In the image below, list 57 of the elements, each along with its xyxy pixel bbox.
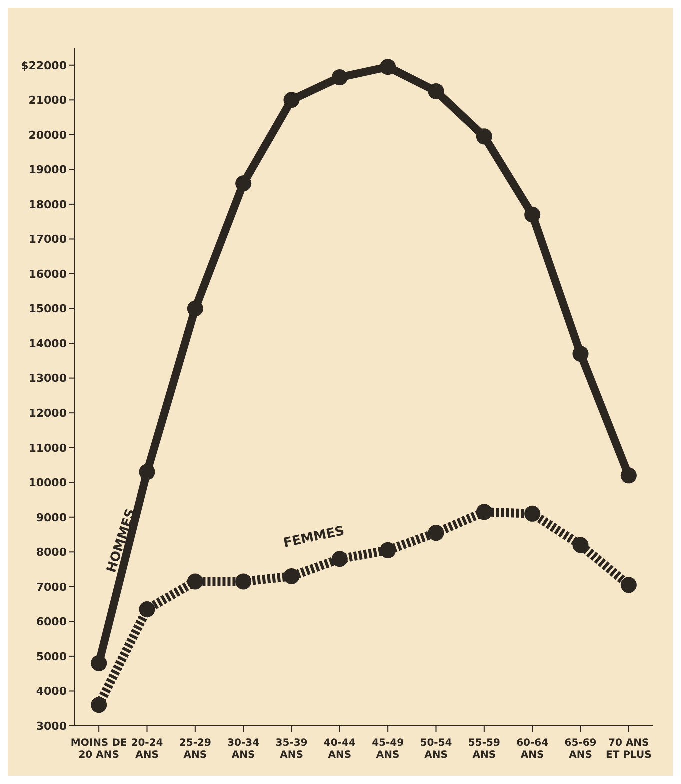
x-tick-label: 60-64 ANS xyxy=(516,738,549,761)
y-tick-label: 4000 xyxy=(36,685,68,698)
x-tick-label: 45-49 ANS xyxy=(372,738,404,761)
x-tick-label: 65-69 ANS xyxy=(564,738,597,761)
point xyxy=(572,346,589,362)
point xyxy=(572,537,589,554)
y-tick-label: 19000 xyxy=(28,164,68,177)
point xyxy=(524,506,541,522)
y-tick-label: 8000 xyxy=(36,546,68,560)
x-tick-label: 25-29 ANS xyxy=(179,738,212,761)
x-tick-label: 40-44 ANS xyxy=(324,738,356,761)
point xyxy=(428,83,444,100)
point xyxy=(236,574,252,590)
point xyxy=(91,697,108,714)
y-tick-label: 3000 xyxy=(36,720,68,733)
y-tick-label: 5000 xyxy=(36,650,68,664)
y-tick-label: 18000 xyxy=(28,198,68,212)
x-tick-label: 55-59 ANS xyxy=(468,738,500,761)
point xyxy=(380,542,396,558)
point xyxy=(476,504,492,520)
x-tick-label: 20-24 ANS xyxy=(131,738,164,761)
point xyxy=(91,655,108,672)
point xyxy=(284,92,300,108)
y-tick-label: 7000 xyxy=(36,580,68,594)
y-tick-label: 16000 xyxy=(28,268,68,281)
x-tick-label: 30-34 ANS xyxy=(228,738,260,761)
point xyxy=(332,551,348,568)
y-tick-label: 20000 xyxy=(28,128,68,142)
x-tick-label: 50-54 ANS xyxy=(420,738,452,761)
point xyxy=(380,59,396,76)
point xyxy=(284,568,300,584)
text: FEMMES xyxy=(282,524,346,552)
y-tick-label: 6000 xyxy=(36,616,68,629)
y-tick-label: $22000 xyxy=(21,59,68,72)
x-tick-label: 35-39 ANS xyxy=(276,738,308,761)
point xyxy=(428,525,444,542)
point xyxy=(524,206,541,223)
y-tick-label: 12000 xyxy=(28,406,68,420)
point xyxy=(236,176,252,192)
y-tick-label: 21000 xyxy=(28,94,68,108)
point xyxy=(620,577,637,594)
y-tick-label: 9000 xyxy=(36,511,68,524)
y-tick-label: 13000 xyxy=(28,372,68,386)
point xyxy=(139,602,156,618)
point xyxy=(187,574,204,590)
point xyxy=(187,300,204,317)
x-tick-label: 70 ANS ET PLUS xyxy=(606,738,652,761)
point xyxy=(139,464,156,480)
y-tick-label: 11000 xyxy=(28,442,68,455)
point xyxy=(620,468,637,484)
point xyxy=(476,128,492,145)
y-tick-label: 14000 xyxy=(28,337,68,350)
x-tick-label: MOINS DE 20 ANS xyxy=(70,738,128,761)
y-tick-label: 10000 xyxy=(28,476,68,490)
point xyxy=(332,70,348,86)
y-tick-label: 17000 xyxy=(28,233,68,246)
y-tick-label: 15000 xyxy=(28,302,68,316)
